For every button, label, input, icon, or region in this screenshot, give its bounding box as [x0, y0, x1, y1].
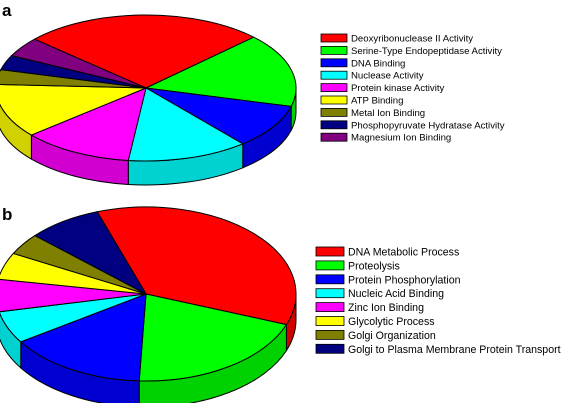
pie-slice-2	[19, 293, 147, 382]
legend-label: Golgi to Plasma Membrane Protein Transpo…	[348, 344, 561, 356]
pie-slice-4	[0, 278, 147, 313]
legend-label: Proteolysis	[348, 260, 400, 272]
legend-label: Phosphopyruvate Hydratase Activity	[351, 120, 505, 131]
pie-slice-3	[127, 87, 244, 162]
legend-swatch	[320, 83, 348, 92]
pie-slice-3	[0, 293, 147, 343]
pie-slice-1	[144, 36, 297, 107]
panel-label: a	[2, 1, 12, 20]
legend-swatch	[320, 108, 348, 117]
legend-swatch	[315, 288, 345, 299]
legend: Deoxyribonuclease II ActivitySerine-Type…	[320, 33, 505, 144]
legend-swatch	[320, 33, 348, 43]
legend-swatch	[320, 70, 348, 80]
pie-slice-2	[145, 87, 292, 145]
pie-top	[0, 206, 297, 382]
legend-swatch	[320, 58, 348, 68]
pie-slice-0	[33, 14, 255, 89]
pie-slice-8	[10, 38, 147, 89]
legend-label: DNA Metabolic Process	[348, 247, 459, 259]
legend-label: ATP Binding	[351, 96, 403, 107]
pie-slice-5	[0, 83, 147, 136]
legend-label: Protein Phosphorylation	[348, 274, 461, 286]
legend-swatch	[315, 302, 345, 313]
legend-label: Zinc Ion Binding	[348, 302, 424, 314]
panel-label: b	[2, 205, 12, 224]
legend-label: Magnesium Ion Binding	[351, 133, 451, 144]
legend-label: Nuclease Activity	[351, 71, 424, 82]
legend-swatch	[320, 46, 348, 55]
pie-slice-4	[30, 87, 147, 162]
legend-label: DNA Binding	[351, 58, 405, 69]
legend-label: Glycolytic Process	[348, 316, 435, 328]
pie-slice-1	[138, 293, 288, 382]
pie-chart-a: a Deoxyribonuclease II ActivitySerine-Typ…	[0, 1, 505, 186]
legend-swatch	[320, 120, 348, 130]
pie-slice-0	[96, 206, 297, 326]
pie-slice-7	[33, 211, 148, 296]
legend-label: Deoxyribonuclease II Activity	[351, 34, 473, 45]
pie-sides	[0, 87, 297, 186]
legend-swatch	[320, 132, 348, 142]
legend-label: Protein kinase Activity	[351, 83, 445, 94]
legend-swatch	[315, 274, 345, 285]
legend-label: Metal Ion Binding	[351, 108, 425, 119]
legend-label: Nucleic Acid Binding	[348, 288, 444, 300]
legend-swatch	[320, 95, 348, 105]
legend-swatch	[315, 343, 345, 354]
legend-label: Golgi Organization	[348, 330, 436, 342]
legend-swatch	[315, 246, 345, 257]
legend-label: Serine-Type Endopeptidase Activity	[351, 46, 502, 57]
legend-swatch	[315, 260, 345, 271]
pie-top	[0, 14, 297, 162]
legend-swatch	[315, 329, 345, 340]
legend-swatch	[315, 316, 345, 326]
